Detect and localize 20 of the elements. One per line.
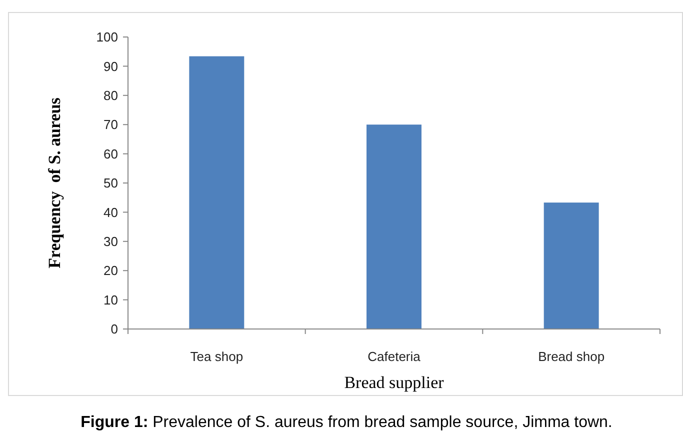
y-tick-label: 60 [104, 146, 118, 162]
bar [366, 124, 422, 329]
y-tick-label: 0 [110, 322, 118, 337]
y-tick-label: 30 [104, 234, 118, 249]
y-tick-label: 50 [104, 176, 118, 191]
y-tick-label: 40 [104, 204, 118, 220]
y-axis-title: Frequency of S. aureus [45, 97, 64, 268]
x-tick-label: Tea shop [190, 349, 244, 364]
y-tick-label: 20 [104, 263, 118, 278]
bar [189, 56, 244, 329]
y-tick-label: 90 [104, 58, 118, 74]
x-tick-label: Bread shop [538, 349, 605, 364]
x-axis-title: Bread supplier [344, 373, 444, 392]
text: Figure 1: Prevalence of S. aureus from bread sample source, Jimma town. [80, 414, 612, 431]
y-tick-label: 80 [104, 88, 118, 103]
x-tick-label: Cafeteria [368, 349, 422, 364]
y-tick-label: 70 [104, 117, 118, 132]
bar [544, 202, 599, 329]
y-tick-label: 100 [96, 30, 118, 45]
y-tick-label: 10 [104, 292, 118, 308]
